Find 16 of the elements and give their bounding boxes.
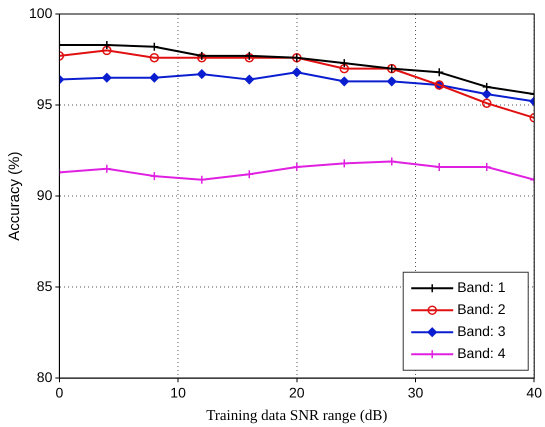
legend-label: Band: 3	[457, 323, 506, 340]
y-tick-label: 95	[36, 96, 53, 112]
y-tick-label: 85	[36, 278, 53, 294]
y-tick-label: 90	[36, 186, 53, 203]
x-axis-title: Training data SNR range (dB)	[206, 408, 388, 424]
legend-label: Band: 1	[457, 279, 506, 296]
x-tick-label: 20	[288, 384, 305, 400]
legend-label: Band: 2	[457, 301, 506, 318]
y-tick-label: 80	[36, 369, 53, 386]
x-tick-label: 10	[170, 384, 186, 400]
y-axis-title: Accuracy (%)	[6, 152, 24, 241]
x-tick-label: 0	[55, 384, 64, 400]
x-tick-label: 30	[408, 384, 424, 400]
x-tick-label: 40	[526, 384, 542, 400]
y-tick-label: 100	[29, 4, 53, 21]
legend-label: Band: 4	[457, 345, 506, 362]
